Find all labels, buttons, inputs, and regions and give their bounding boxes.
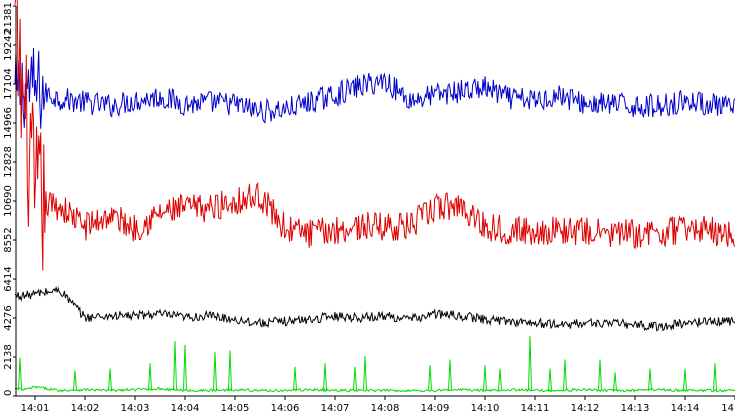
x-tick-label: 14:06 <box>271 403 300 414</box>
green-spike-19 <box>563 359 567 391</box>
x-tick-label: 14:02 <box>71 403 100 414</box>
green-spike-24 <box>713 363 717 391</box>
y-tick-label: 0 <box>3 390 14 396</box>
green-spike-7 <box>213 352 217 391</box>
y-tick-label: 8552 <box>3 227 14 252</box>
axis-layer: 0 2138 4276 6414 8552 10690 12828 14966 17104 192… <box>3 2 735 414</box>
x-tick-label: 14:04 <box>171 403 200 414</box>
green-spike-3 <box>108 368 112 391</box>
x-tick-label: 14:13 <box>621 403 650 414</box>
green-spike-23 <box>683 368 687 391</box>
series-line-2 <box>14 0 735 271</box>
x-tick-label: 14:05 <box>221 403 250 414</box>
y-tick-label: 2138 <box>3 344 14 369</box>
y-tick-label: 6414 <box>3 266 14 291</box>
series-line-3 <box>14 285 735 332</box>
x-tick-label: 14:08 <box>371 403 400 414</box>
green-spike-1 <box>18 357 22 391</box>
green-spike-9 <box>293 366 297 391</box>
green-spike-11 <box>353 366 357 391</box>
x-tick-label: 14:07 <box>321 403 350 414</box>
green-spike-8 <box>228 350 232 391</box>
y-tick-label: 19242 <box>3 29 14 61</box>
y-tick-label: 10690 <box>3 185 14 217</box>
green-spike-15 <box>483 364 487 391</box>
x-tick-label: 14 <box>721 403 734 414</box>
green-spike-12 <box>363 355 367 391</box>
green-spike-13 <box>428 364 432 391</box>
green-spike-18 <box>548 368 552 391</box>
series-layer <box>14 0 735 393</box>
green-spike-14 <box>448 359 452 391</box>
green-spike-4 <box>148 363 152 391</box>
x-tick-label: 14:09 <box>421 403 450 414</box>
green-spike-22 <box>648 368 652 391</box>
green-spike-10 <box>323 363 327 391</box>
y-tick-label: 12828 <box>3 146 14 178</box>
y-tick-label: 17104 <box>3 68 14 100</box>
y-tick-label: 14966 <box>3 107 14 139</box>
x-tick-label: 14:14 <box>671 403 700 414</box>
green-spike-5 <box>173 341 177 391</box>
green-spike-20 <box>598 359 602 391</box>
x-tick-label: 14:12 <box>571 403 600 414</box>
series-line-1 <box>14 47 735 129</box>
green-spike-17 <box>528 335 532 391</box>
y-tick-label: 4276 <box>3 305 14 330</box>
series-line-4 <box>14 385 735 393</box>
x-tick-label: 14:03 <box>121 403 150 414</box>
x-tick-label: 14:11 <box>521 403 550 414</box>
x-tick-label: 14:01 <box>21 403 50 414</box>
green-spike-21 <box>613 372 617 391</box>
x-tick-label: 14:10 <box>471 403 500 414</box>
green-spike-6 <box>183 344 187 391</box>
green-spike-16 <box>498 368 502 391</box>
y-tick-label: 21381 <box>3 2 14 34</box>
green-spike-2 <box>73 370 77 391</box>
